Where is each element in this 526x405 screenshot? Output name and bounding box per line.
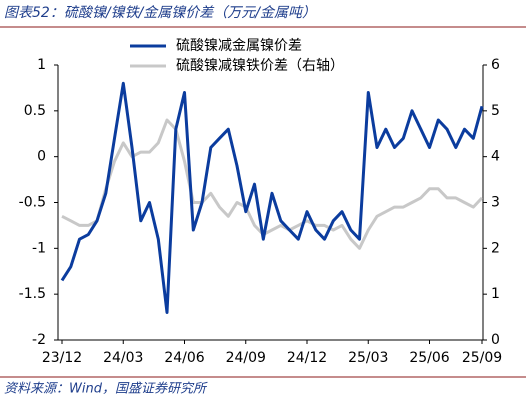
source: 资料来源：Wind，国盛证券研究所: [4, 381, 208, 397]
x-tick-label: 24/06: [164, 350, 204, 366]
x-tick-label: 24/03: [103, 350, 143, 366]
y2-tick-label: 4: [491, 149, 500, 165]
chart-title: 图表52：硫酸镍/镍铁/金属镍价差（万元/金属吨）: [4, 5, 316, 21]
y-tick-label: -1.5: [19, 286, 46, 302]
y-tick-label: -0.5: [19, 195, 46, 211]
y-tick-label: -2: [32, 332, 46, 348]
y2-tick-label: 0: [491, 332, 500, 348]
series-line: [61, 118, 484, 250]
y2-tick-label: 1: [491, 286, 500, 302]
legend-label: 硫酸镍减金属镍价差: [176, 38, 302, 54]
y2-tick-label: 5: [491, 103, 500, 119]
y-tick-label: 0: [37, 149, 46, 165]
x-tick-label: 23/12: [42, 350, 82, 366]
y2-tick-label: 2: [491, 240, 500, 256]
series-line: [60, 81, 484, 314]
x-tick-label: 25/03: [348, 350, 388, 366]
y-tick-label: 1: [37, 57, 46, 73]
legend-label: 硫酸镍减镍铁价差（右轴）: [176, 58, 344, 74]
x-tick-label: 24/09: [226, 350, 266, 366]
y-tick-label: -1: [32, 240, 46, 256]
y2-tick-label: 3: [491, 195, 500, 211]
y-tick-label: 0.5: [24, 103, 46, 119]
y2-tick-label: 6: [491, 57, 500, 73]
x-tick-label: 24/12: [287, 350, 327, 366]
x-tick-label: 25/06: [409, 350, 449, 366]
x-tick-label: 25/09: [462, 350, 502, 366]
